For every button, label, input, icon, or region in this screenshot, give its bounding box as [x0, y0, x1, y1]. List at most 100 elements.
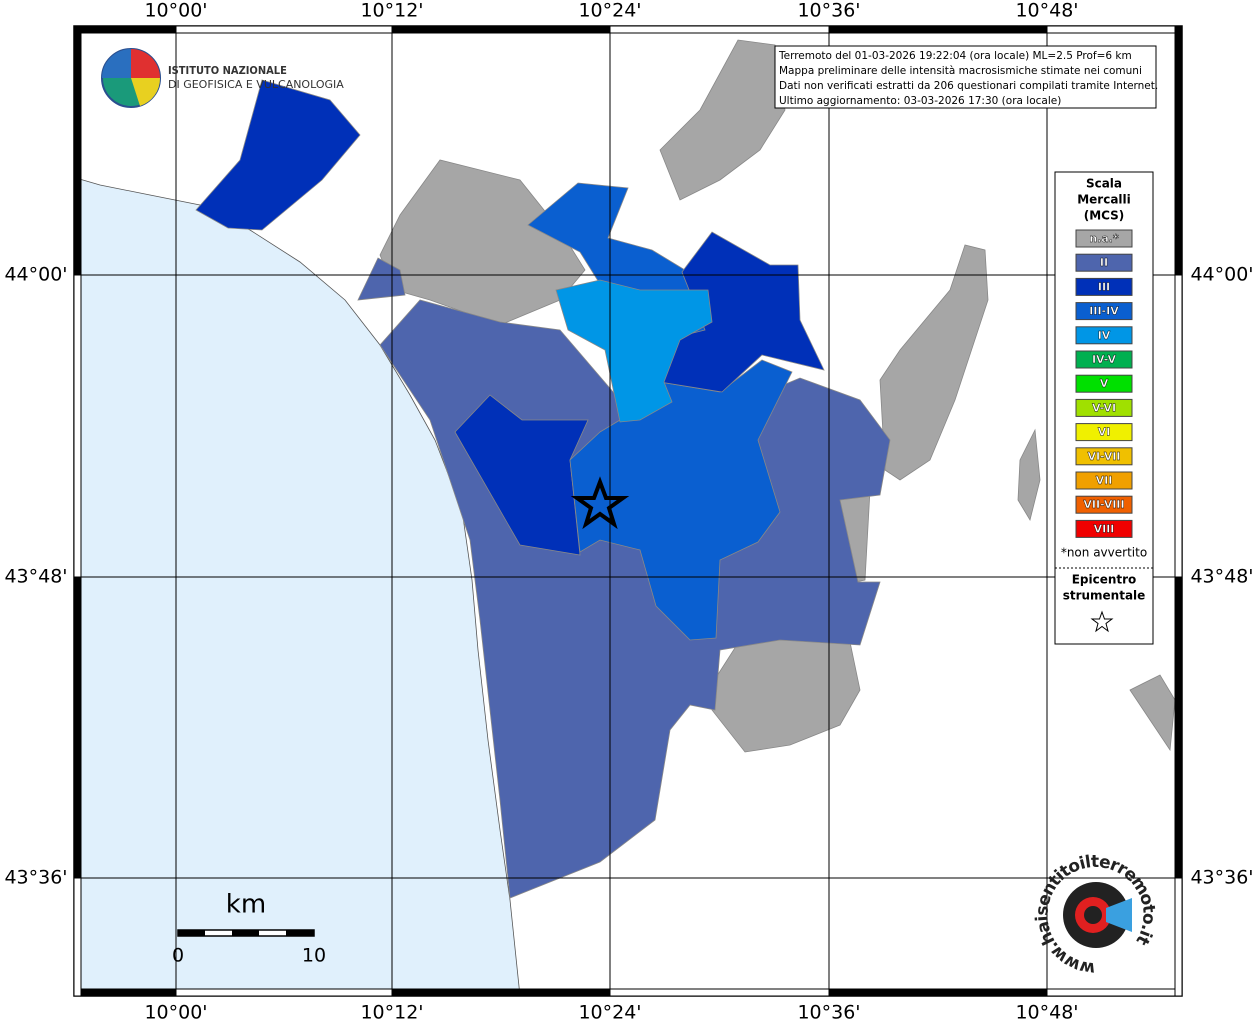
legend-label: VIII — [1094, 522, 1115, 535]
region-na — [379, 159, 586, 326]
logo-segment — [131, 78, 161, 106]
lat-label: 44°00' — [4, 264, 67, 286]
region-ii — [357, 257, 406, 301]
region-iii-iv — [527, 182, 793, 641]
legend-label: VII — [1096, 474, 1113, 487]
info-line: Dati non verificati estratti da 206 ques… — [779, 80, 1158, 92]
lat-label: 43°48' — [4, 566, 67, 588]
frame — [73, 25, 1183, 997]
frame-bar — [609, 25, 830, 34]
legend-swatch — [1075, 398, 1133, 417]
lon-label: 10°48' — [1015, 1002, 1078, 1024]
legend-label: V-VI — [1092, 401, 1116, 414]
frame-bar — [1174, 274, 1183, 578]
legend-epicenter: Epicentro — [1072, 573, 1137, 587]
legend-swatch — [1075, 447, 1133, 466]
frame-bar — [1174, 25, 1183, 276]
scale-label: 10 — [302, 945, 326, 967]
info-frame — [774, 45, 1157, 109]
legend-label: V — [1100, 377, 1109, 390]
lon-label: 10°36' — [797, 1002, 860, 1024]
legend-swatch — [1075, 253, 1133, 272]
legend-note: *non avvertito — [1061, 546, 1147, 560]
legend-title: Scala — [1086, 177, 1122, 191]
graticule — [74, 26, 1182, 996]
legend-star — [1090, 610, 1114, 633]
legend-swatch — [1075, 471, 1133, 490]
info-line: Terremoto del 01-03-2026 19:22:04 (ora l… — [778, 50, 1132, 62]
frame-bar — [1174, 576, 1183, 879]
region-na — [1129, 674, 1176, 752]
legend-swatch — [1075, 423, 1133, 442]
region-na — [659, 39, 786, 201]
frame-bar — [609, 988, 830, 997]
lon-label: 10°12' — [360, 1002, 423, 1024]
frame-bar — [73, 25, 82, 276]
frame-bar — [828, 988, 1048, 997]
frame-bar — [1046, 988, 1183, 997]
legend-swatch — [1075, 277, 1133, 296]
scale-segment — [286, 930, 314, 936]
frame-bar — [73, 576, 82, 879]
legend-label: III — [1098, 280, 1110, 293]
region-iii — [454, 394, 589, 556]
info-line: Ultimo aggiornamento: 03-03-2026 17:30 (… — [779, 95, 1061, 107]
logo-segment — [131, 49, 160, 78]
frame-bar — [73, 988, 177, 997]
scale-segment — [178, 930, 205, 936]
legend-swatch — [1075, 519, 1133, 538]
scale-unit: km — [226, 890, 266, 920]
lon-label: 10°12' — [360, 0, 423, 22]
legend-label: IV — [1098, 329, 1111, 342]
legend-label: n.a.* — [1089, 232, 1119, 245]
regions — [195, 39, 1176, 899]
frame-bar — [1046, 25, 1183, 34]
frame-bar — [828, 25, 1048, 34]
lat-label: 44°00' — [1190, 264, 1253, 286]
lon-label: 10°00' — [144, 0, 207, 22]
legend-title: Mercalli — [1077, 193, 1131, 207]
region-na — [1017, 428, 1041, 522]
frame-bar — [175, 25, 393, 34]
frame-bar — [73, 25, 177, 34]
legend-label: IV-V — [1092, 353, 1117, 366]
logo-text: DI GEOFISICA E VULCANOLOGIA — [168, 78, 344, 91]
info-box: Terremoto del 01-03-2026 19:22:04 (ora l… — [774, 45, 1158, 109]
frame-bar — [73, 274, 82, 578]
legend-label: II — [1100, 256, 1108, 269]
frame-bar — [73, 877, 82, 997]
lat-label: 43°48' — [1190, 566, 1253, 588]
region-iii — [195, 79, 361, 231]
ingv-logo: ISTITUTO NAZIONALE DI GEOFISICA E VULCAN… — [101, 48, 344, 108]
site-logo-target — [1084, 906, 1102, 924]
frame-bar — [1174, 877, 1183, 997]
epicenter-star — [570, 476, 630, 530]
legend-swatch — [1075, 326, 1133, 345]
legend-swatch — [1075, 302, 1133, 321]
legend-swatch — [1075, 374, 1133, 393]
legend-title: (MCS) — [1084, 209, 1125, 223]
site-logo-speaker — [1106, 898, 1132, 932]
info-line: Mappa preliminare delle intensità macros… — [779, 65, 1142, 77]
logo-segment — [102, 49, 131, 78]
lon-label: 10°36' — [797, 0, 860, 22]
logo-text: ISTITUTO NAZIONALE — [168, 64, 287, 77]
lat-label: 43°36' — [1190, 867, 1253, 889]
lon-label: 10°00' — [144, 1002, 207, 1024]
legend-label: VI — [1098, 426, 1111, 439]
lat-label: 43°36' — [4, 867, 67, 889]
scale-segment — [232, 930, 259, 936]
region-na — [879, 244, 989, 481]
legend-swatch — [1075, 495, 1133, 514]
frame-bar — [391, 25, 611, 34]
legend-label: VI-VII — [1087, 450, 1120, 463]
legend-epicenter: strumentale — [1063, 589, 1146, 603]
legend-swatch — [1075, 350, 1133, 369]
region-iv — [555, 279, 713, 423]
legend-label: VII-VIII — [1083, 498, 1124, 511]
legend: Scala Mercalli (MCS) *non avvertito Epic… — [1054, 171, 1154, 645]
scale-label: 0 — [172, 945, 184, 967]
frame-bar — [391, 988, 611, 997]
lon-label: 10°48' — [1015, 0, 1078, 22]
